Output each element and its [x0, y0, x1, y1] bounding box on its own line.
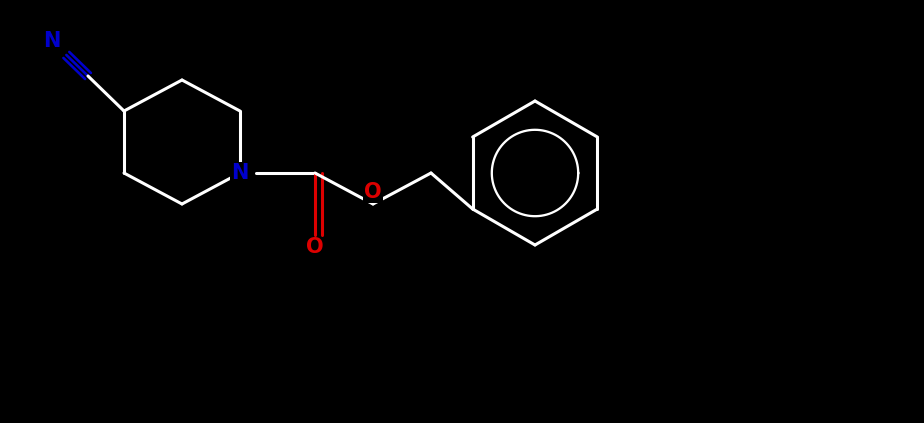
Text: O: O	[306, 237, 323, 257]
Text: N: N	[43, 31, 61, 51]
Text: O: O	[364, 182, 382, 202]
Text: N: N	[231, 163, 249, 183]
